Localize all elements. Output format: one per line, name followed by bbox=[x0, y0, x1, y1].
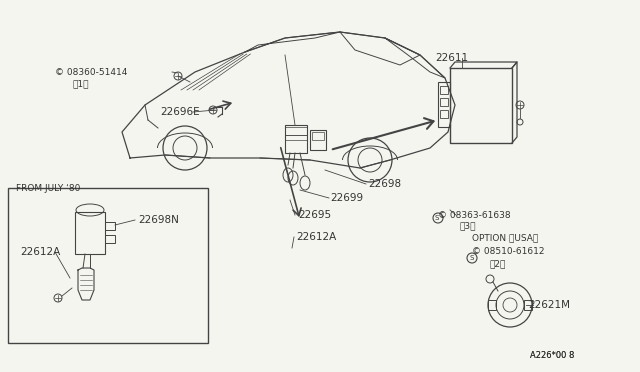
Text: 22612A: 22612A bbox=[296, 232, 336, 242]
Bar bbox=[105, 235, 115, 243]
Text: 22698: 22698 bbox=[368, 179, 401, 189]
Bar bbox=[310, 130, 326, 150]
Bar bbox=[285, 125, 307, 153]
Text: 22696E: 22696E bbox=[160, 107, 200, 117]
Text: © 08360-51414: © 08360-51414 bbox=[55, 67, 127, 77]
Text: 22611: 22611 bbox=[435, 53, 468, 63]
Bar bbox=[440, 86, 448, 94]
Text: A226*00 8: A226*00 8 bbox=[530, 350, 574, 359]
Bar bbox=[312, 132, 324, 140]
Text: （3）: （3） bbox=[460, 221, 477, 231]
Bar bbox=[440, 110, 448, 118]
Bar bbox=[488, 300, 496, 310]
Text: 22699: 22699 bbox=[330, 193, 363, 203]
Text: S: S bbox=[435, 215, 439, 221]
Text: © 08363-61638: © 08363-61638 bbox=[438, 211, 511, 219]
Bar bbox=[524, 300, 532, 310]
Bar bbox=[450, 68, 512, 143]
Text: A226*00 8: A226*00 8 bbox=[530, 350, 574, 359]
Bar bbox=[105, 222, 115, 230]
Text: © 08510-61612: © 08510-61612 bbox=[472, 247, 545, 257]
Bar bbox=[8, 188, 208, 343]
Text: OPTION ＜USA＞: OPTION ＜USA＞ bbox=[472, 234, 538, 243]
Text: 22695: 22695 bbox=[298, 210, 331, 220]
Text: （2）: （2） bbox=[490, 260, 506, 269]
Text: 22621M: 22621M bbox=[528, 300, 570, 310]
Bar bbox=[75, 212, 105, 254]
Text: （1）: （1） bbox=[72, 80, 88, 89]
Text: 22698N: 22698N bbox=[138, 215, 179, 225]
Bar bbox=[285, 127, 307, 135]
Bar bbox=[438, 82, 450, 127]
Text: S: S bbox=[470, 255, 474, 261]
Text: 22612A: 22612A bbox=[20, 247, 60, 257]
Text: FROM JULY ‘80: FROM JULY ‘80 bbox=[16, 183, 81, 192]
Bar bbox=[440, 98, 448, 106]
